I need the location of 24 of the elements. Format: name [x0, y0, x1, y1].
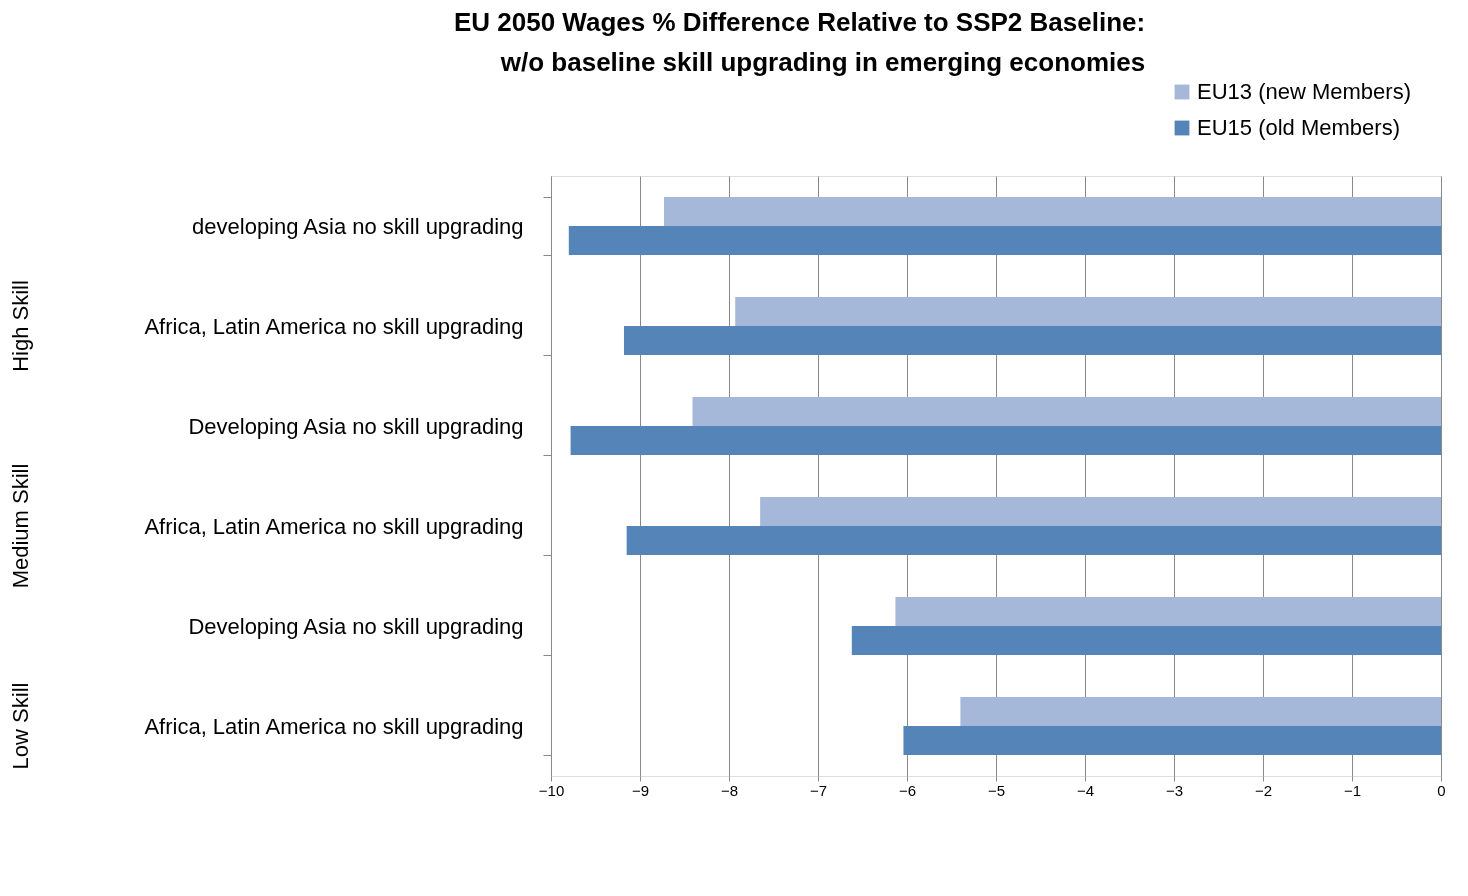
y-tick-label: developing Asia no skill upgrading: [192, 213, 524, 239]
legend-label: EU13 (new Members): [1197, 79, 1411, 104]
legend-label: EU15 (old Members): [1197, 115, 1400, 140]
x-tick-label: −2: [1254, 781, 1273, 799]
x-tick-label: −8: [720, 781, 739, 799]
y-tick-label: Africa, Latin America no skill upgrading: [144, 513, 524, 539]
y-tick-label: Developing Asia no skill upgrading: [188, 413, 524, 439]
text: Medium Skill: [8, 463, 33, 589]
x-tick-label: −9: [631, 781, 650, 799]
text: Low Skill: [8, 682, 33, 770]
x-tick-label: −4: [1076, 781, 1095, 799]
text: High Skill: [8, 280, 33, 372]
x-tick-label: −3: [1165, 781, 1184, 799]
x-tick-label: 0: [1437, 781, 1446, 799]
text: w/o baseline skill upgrading in emerging economies: [500, 47, 1146, 77]
y-tick-label: Developing Asia no skill upgrading: [188, 613, 524, 639]
x-tick-label: −5: [987, 781, 1006, 799]
x-tick-label: −6: [898, 781, 917, 799]
text: EU 2050 Wages % Difference Relative to SSP2 Baseline:: [453, 7, 1146, 37]
x-tick-label: −7: [809, 781, 828, 799]
y-tick-label: Africa, Latin America no skill upgrading: [144, 313, 524, 339]
x-tick-label: −10: [538, 781, 565, 799]
y-tick-label: Africa, Latin America no skill upgrading: [144, 713, 524, 739]
x-tick-label: −1: [1343, 781, 1362, 799]
